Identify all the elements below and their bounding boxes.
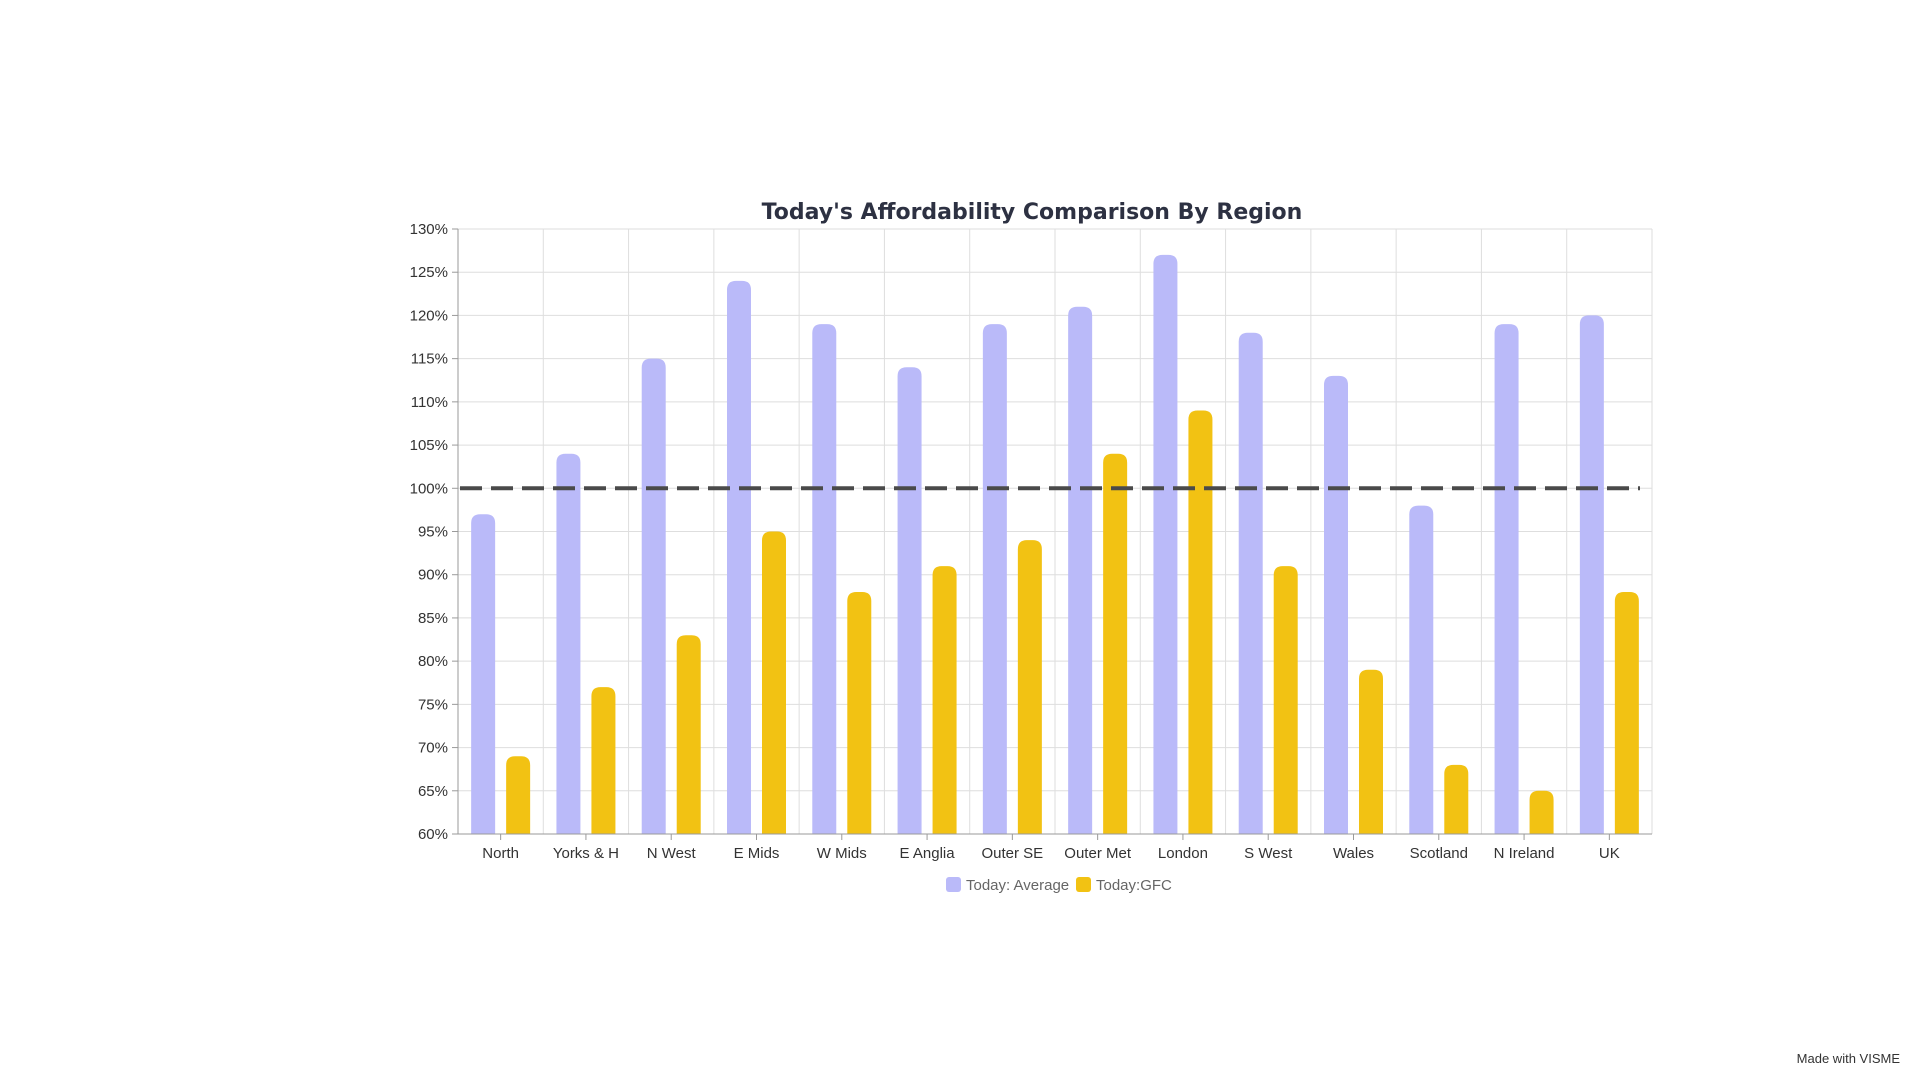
axes: 60% 65% 70% 75% 80% 85% 90% 95% 100% 105% 110% 115%…	[410, 221, 1652, 862]
legend-label: Today:GFC	[1096, 877, 1172, 894]
y-tick-label: 85%	[418, 610, 448, 627]
bars	[471, 254, 1639, 834]
bar	[1188, 410, 1213, 834]
y-tick-label: 110%	[411, 394, 448, 411]
legend-swatch	[946, 877, 961, 892]
bar	[676, 635, 701, 834]
y-tick-label: 75%	[418, 696, 448, 713]
y-tick-label: 100%	[410, 480, 448, 497]
y-tick-label: 90%	[418, 567, 448, 584]
bar	[1238, 332, 1263, 834]
bar	[847, 592, 872, 834]
bar	[641, 358, 666, 834]
y-tick-label: 115%	[411, 351, 448, 368]
bar	[1153, 254, 1178, 834]
bar	[1409, 505, 1434, 834]
y-tick-label: 125%	[410, 264, 448, 281]
bar	[556, 453, 581, 834]
bar	[897, 367, 922, 834]
bar	[1359, 669, 1383, 834]
bar	[727, 280, 751, 834]
x-tick-label: North	[482, 845, 519, 862]
x-tick-label: London	[1158, 845, 1208, 862]
x-tick-label: N West	[647, 845, 697, 862]
x-tick-label: N Ireland	[1494, 845, 1555, 862]
x-tick-label: UK	[1599, 845, 1620, 862]
bar	[1273, 566, 1298, 834]
bar	[1068, 306, 1093, 834]
x-tick-label: Outer Met	[1064, 845, 1132, 862]
bar	[1017, 540, 1042, 834]
x-tick-label: Scotland	[1410, 845, 1468, 862]
y-tick-label: 70%	[418, 740, 448, 757]
bar	[1579, 315, 1604, 834]
x-tick-label: E Mids	[734, 845, 780, 862]
x-tick-label: Wales	[1333, 845, 1374, 862]
bar	[1529, 790, 1554, 834]
bar	[982, 324, 1007, 834]
bar	[1324, 375, 1348, 834]
bar	[591, 687, 616, 834]
bar	[471, 514, 496, 834]
y-tick-label: 105%	[410, 437, 448, 454]
bar	[762, 531, 786, 834]
legend-label: Today: Average	[966, 877, 1069, 894]
y-tick-label: 65%	[418, 783, 448, 800]
x-tick-label: W Mids	[817, 845, 867, 862]
bar	[1494, 324, 1519, 834]
bar	[506, 756, 531, 834]
bar	[932, 566, 957, 834]
legend: Today: Average Today:GFC	[946, 877, 1172, 894]
y-tick-label: 95%	[418, 524, 448, 541]
y-tick-label: 80%	[418, 653, 448, 670]
legend-swatch	[1076, 877, 1091, 892]
x-tick-label: S West	[1244, 845, 1293, 862]
y-tick-label: 130%	[410, 221, 448, 238]
x-tick-label: E Anglia	[900, 845, 956, 862]
bar	[1103, 453, 1128, 834]
y-tick-label: 120%	[410, 307, 448, 324]
chart-title: Today's Affordability Comparison By Regi…	[762, 200, 1303, 225]
visme-watermark: Made with VISME	[1796, 1051, 1900, 1066]
grid	[458, 228, 1653, 834]
y-tick-label: 60%	[418, 826, 448, 843]
bar	[1614, 592, 1639, 834]
bar	[1444, 764, 1469, 834]
x-tick-label: Yorks & H	[553, 845, 619, 862]
bar	[812, 324, 837, 834]
x-tick-label: Outer SE	[982, 845, 1044, 862]
